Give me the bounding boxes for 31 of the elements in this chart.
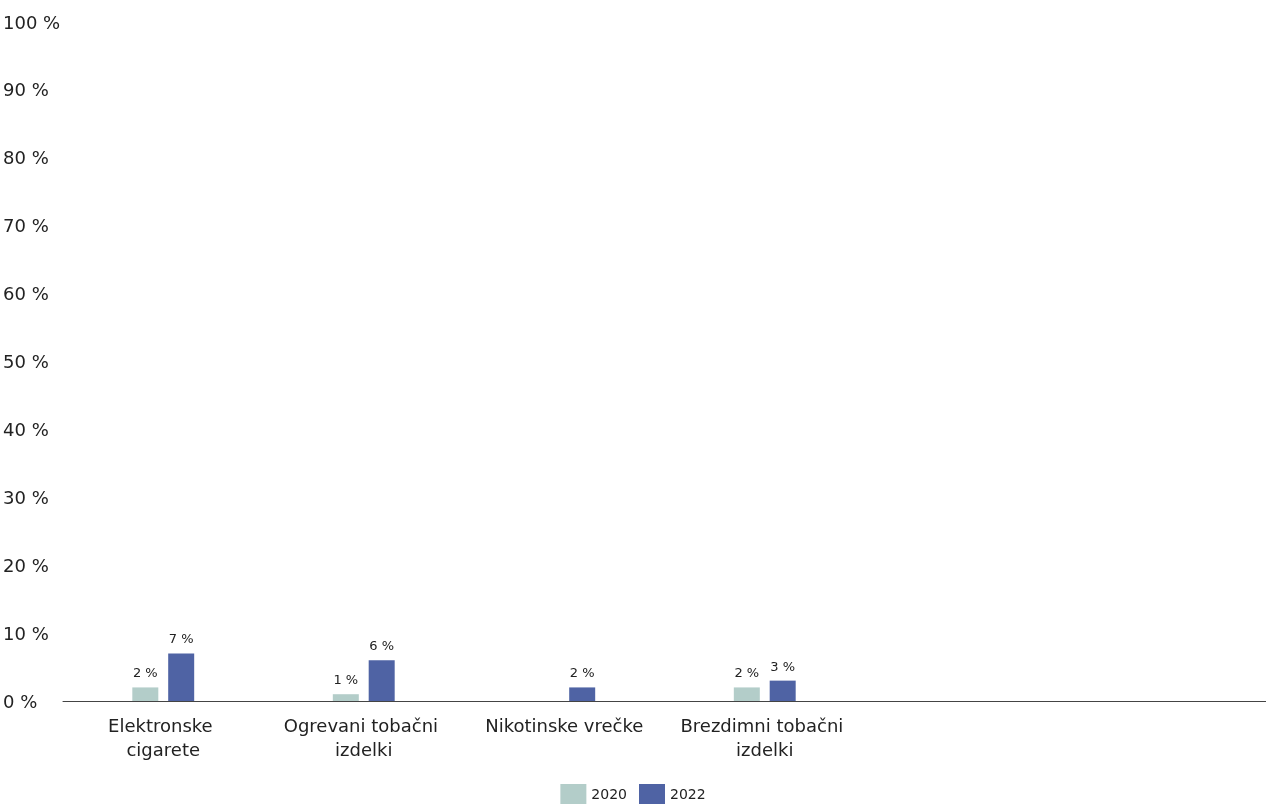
x-tick-label: Elektronske cigarete [108, 714, 219, 760]
data-label: 2 % [132, 665, 158, 681]
y-tick-label: 30 % [3, 486, 49, 508]
data-label: 1 % [333, 672, 359, 688]
y-tick-label: 40 % [3, 418, 49, 440]
x-tick-label: Ogrevani tobačni izdelki [283, 714, 444, 760]
bar [332, 694, 359, 701]
y-tick-label: 50 % [3, 351, 49, 372]
y-tick-label: 90 % [3, 79, 49, 101]
legend-label: 2020 [591, 786, 628, 802]
data-label: 2 % [734, 665, 760, 681]
bar [569, 687, 596, 701]
data-label: 3 % [770, 658, 796, 674]
bar [168, 653, 195, 701]
y-tick-label: 100 % [3, 11, 61, 33]
y-tick-label: 10 % [3, 622, 49, 644]
x-tick-label: Nikotinske vrečke [485, 714, 644, 736]
data-label: 7 % [168, 631, 194, 647]
data-label: 2 % [569, 665, 595, 681]
bar [368, 660, 395, 701]
data-label: 6 % [369, 638, 395, 654]
y-tick-label: 0 % [3, 690, 38, 712]
y-tick-label: 60 % [3, 283, 49, 305]
x-tick-label: Brezdimni tobačni izdelki [680, 714, 850, 760]
bar [132, 687, 159, 701]
bar [733, 687, 760, 701]
y-tick-label: 70 % [3, 215, 49, 237]
y-tick-label: 20 % [3, 554, 49, 576]
y-tick-label: 80 % [3, 147, 49, 169]
bar [769, 680, 796, 701]
legend-label: 2022 [670, 786, 706, 802]
